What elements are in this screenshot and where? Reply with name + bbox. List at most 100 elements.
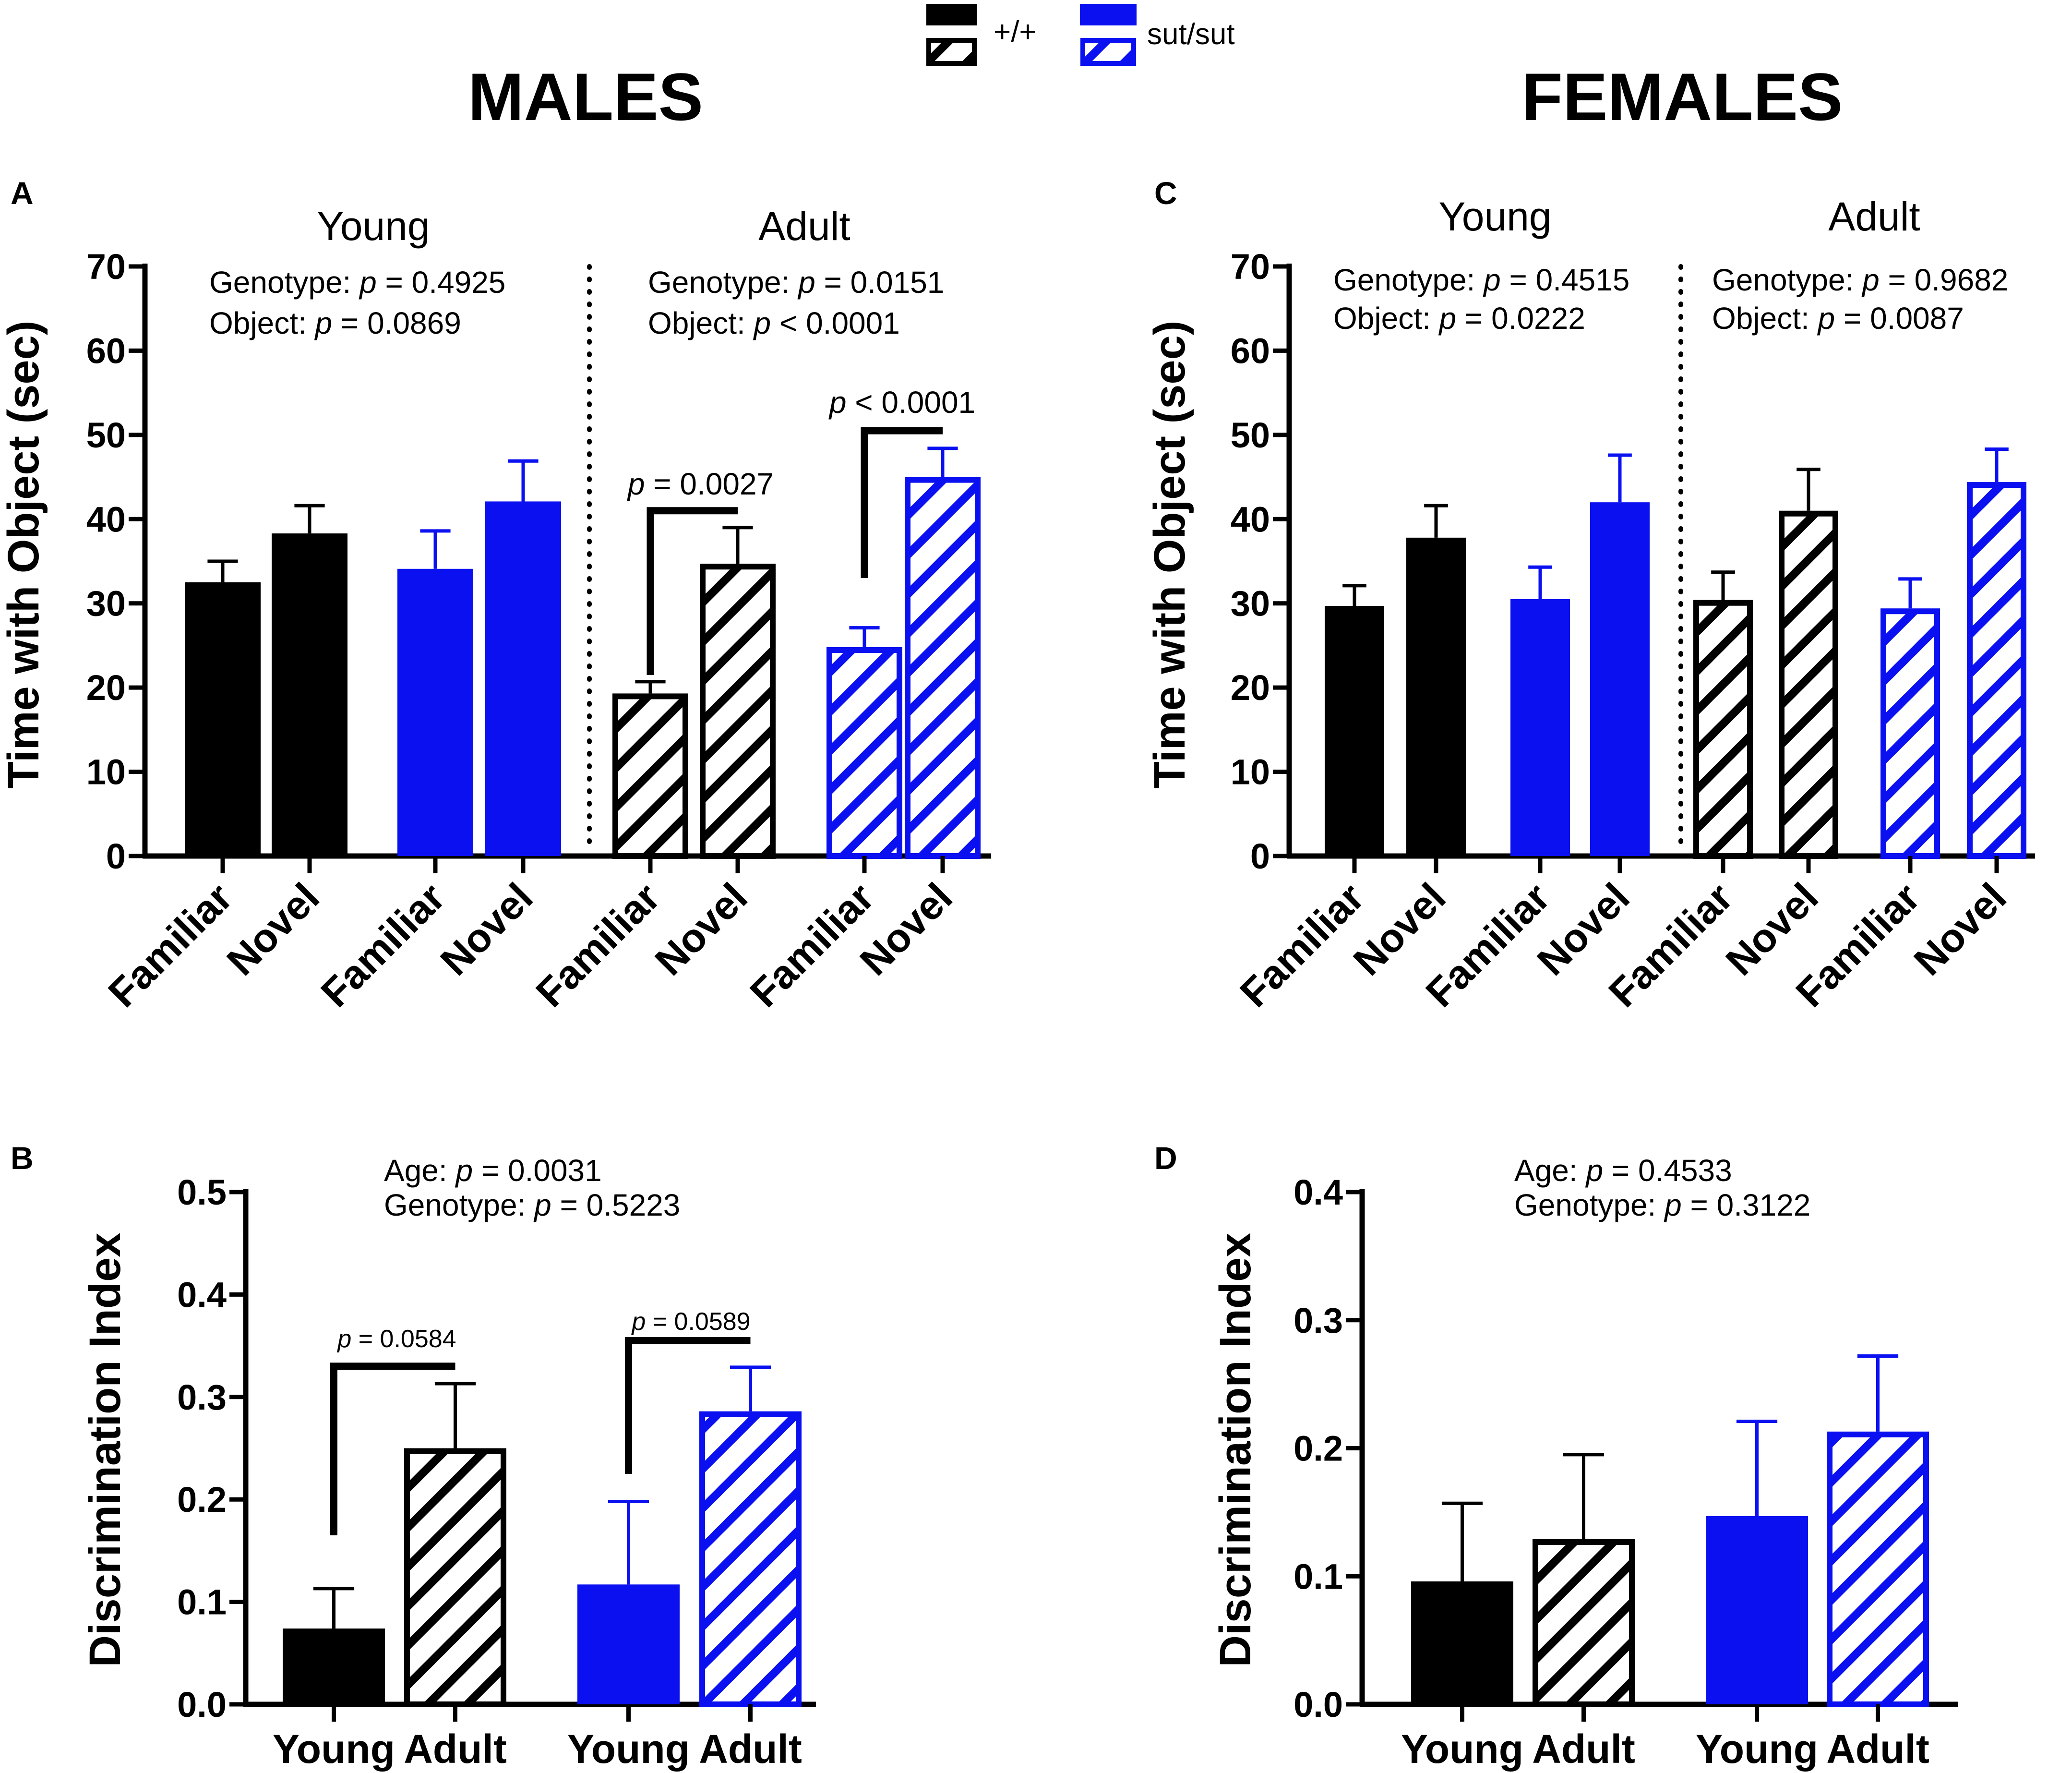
y-tick-label: 0.0 — [177, 1685, 227, 1725]
stat-annotation: Object: p = 0.0222 — [1333, 301, 1585, 336]
bar — [1827, 1431, 1929, 1707]
y-tick-label: 0.3 — [177, 1377, 227, 1417]
y-tick-label: 0.2 — [177, 1480, 227, 1520]
x-category-label: Novel — [218, 874, 328, 984]
stat-annotation: Object: p = 0.0869 — [209, 306, 461, 340]
significance-bracket — [861, 427, 943, 579]
stat-annotation: Genotype: p = 0.0151 — [648, 265, 944, 300]
stat-annotation: Object: p = 0.0087 — [1712, 301, 1964, 336]
panel-letter-a: A — [11, 175, 34, 211]
y-tick-label: 30 — [1231, 584, 1270, 624]
panel-a-time-with-object-males: Time with Object (sec) 0 10 20 30 40 50 60 70 You… — [0, 204, 991, 1016]
panel-letter-d: D — [1154, 1140, 1177, 1176]
significance-bracket — [330, 1363, 455, 1535]
y-tick-label: 0.1 — [177, 1582, 227, 1622]
y-tick-label: 0.5 — [177, 1172, 227, 1212]
bar — [826, 647, 902, 859]
bar — [272, 533, 347, 856]
group-title: Young — [1438, 194, 1551, 239]
x-category-label: Young — [1401, 1726, 1523, 1772]
legend: +/+ sut/sut — [926, 4, 1235, 66]
y-tick-label: 40 — [1231, 499, 1270, 539]
bar — [1325, 605, 1384, 856]
significance-bracket — [625, 1337, 751, 1474]
y-tick-label: 0.0 — [1294, 1685, 1343, 1725]
title-males: MALES — [468, 59, 703, 134]
x-category-label: Young — [273, 1726, 395, 1772]
y-axis-label: Time with Object (sec) — [0, 321, 48, 789]
bar — [397, 568, 473, 856]
bar — [700, 564, 776, 859]
panel-b-discrimination-index-males: Discrimination Index 0.0 0.1 0.2 0.3 0.4 0.5 Ag… — [81, 1153, 816, 1772]
stat-annotation: Object: p < 0.0001 — [648, 306, 900, 340]
y-tick-label: 60 — [86, 331, 126, 371]
comparison-p-value: p = 0.0027 — [627, 467, 774, 501]
x-category-label: Novel — [647, 874, 756, 984]
bar — [404, 1448, 506, 1707]
y-tick-label: 50 — [86, 415, 126, 455]
panel-letter-c: C — [1154, 175, 1177, 211]
y-tick-label: 0 — [106, 836, 126, 876]
comparison-p-value: p = 0.0589 — [631, 1308, 750, 1336]
panel-c-time-with-object-females: Time with Object (sec) 0 10 20 30 40 50 60 70 You… — [1145, 194, 2035, 1016]
stat-annotation: Genotype: p = 0.4515 — [1333, 263, 1629, 297]
group-title: Adult — [1828, 194, 1920, 239]
panel-d-discrimination-index-females: Discrimination Index 0.0 0.1 0.2 0.3 0.4 Age: … — [1211, 1153, 1958, 1772]
bar — [699, 1411, 802, 1707]
bar — [1779, 510, 1838, 859]
x-category-label: Familiar — [99, 874, 240, 1015]
y-tick-label: 0.4 — [177, 1275, 227, 1315]
x-category-label: Young — [567, 1726, 690, 1772]
x-category-label: Adult — [404, 1726, 507, 1772]
stat-annotation: Genotype: p = 0.9682 — [1712, 263, 2008, 297]
bar — [1967, 482, 2026, 859]
bar — [1693, 600, 1753, 859]
y-tick-label: 0.2 — [1294, 1429, 1343, 1469]
y-tick-label: 20 — [1231, 668, 1270, 708]
bar — [1880, 608, 1940, 859]
group-title: Adult — [758, 204, 850, 249]
panel-letter-b: B — [11, 1140, 34, 1176]
bar — [1510, 599, 1570, 856]
y-tick-label: 20 — [86, 668, 126, 708]
bar — [485, 501, 561, 856]
y-tick-label: 50 — [1231, 415, 1270, 455]
legend-swatch-mut-solid — [1080, 4, 1137, 25]
y-tick-label: 10 — [86, 752, 126, 792]
x-category-label: Familiar — [527, 874, 668, 1015]
y-tick-label: 40 — [86, 499, 126, 539]
bar — [185, 582, 261, 856]
title-females: FEMALES — [1522, 59, 1843, 134]
x-category-label: Familiar — [312, 874, 453, 1015]
x-category-label: Adult — [1532, 1726, 1635, 1772]
y-tick-label: 70 — [86, 247, 126, 287]
y-tick-label: 60 — [1231, 331, 1270, 371]
y-tick-label: 0.4 — [1294, 1172, 1343, 1212]
x-category-label: Adult — [1826, 1726, 1929, 1772]
legend-swatch-wt-hatch — [926, 38, 977, 66]
group-title: Young — [317, 204, 430, 249]
x-category-label: Novel — [1905, 874, 2015, 984]
bar — [905, 477, 981, 859]
legend-label-wt: +/+ — [994, 15, 1037, 48]
bar — [612, 693, 688, 859]
comparison-p-value: p = 0.0584 — [336, 1325, 456, 1353]
legend-swatch-wt-solid — [926, 4, 977, 25]
x-category-label: Adult — [699, 1726, 802, 1772]
x-category-label: Young — [1696, 1726, 1818, 1772]
x-category-label: Novel — [432, 874, 541, 984]
stat-annotation: Genotype: p = 0.5223 — [384, 1188, 680, 1222]
bar — [1411, 1581, 1513, 1704]
y-tick-label: 0.1 — [1294, 1556, 1343, 1596]
bar — [1406, 537, 1466, 856]
bar — [1590, 502, 1650, 856]
significance-bracket — [647, 507, 738, 675]
legend-swatch-mut-hatch — [1080, 38, 1136, 66]
stat-annotation: Genotype: p = 0.4925 — [209, 265, 505, 300]
legend-label-mut: sut/sut — [1147, 18, 1235, 51]
y-tick-label: 10 — [1231, 752, 1270, 792]
y-tick-label: 0.3 — [1294, 1301, 1343, 1340]
bar — [1533, 1539, 1635, 1708]
bar — [577, 1584, 680, 1704]
